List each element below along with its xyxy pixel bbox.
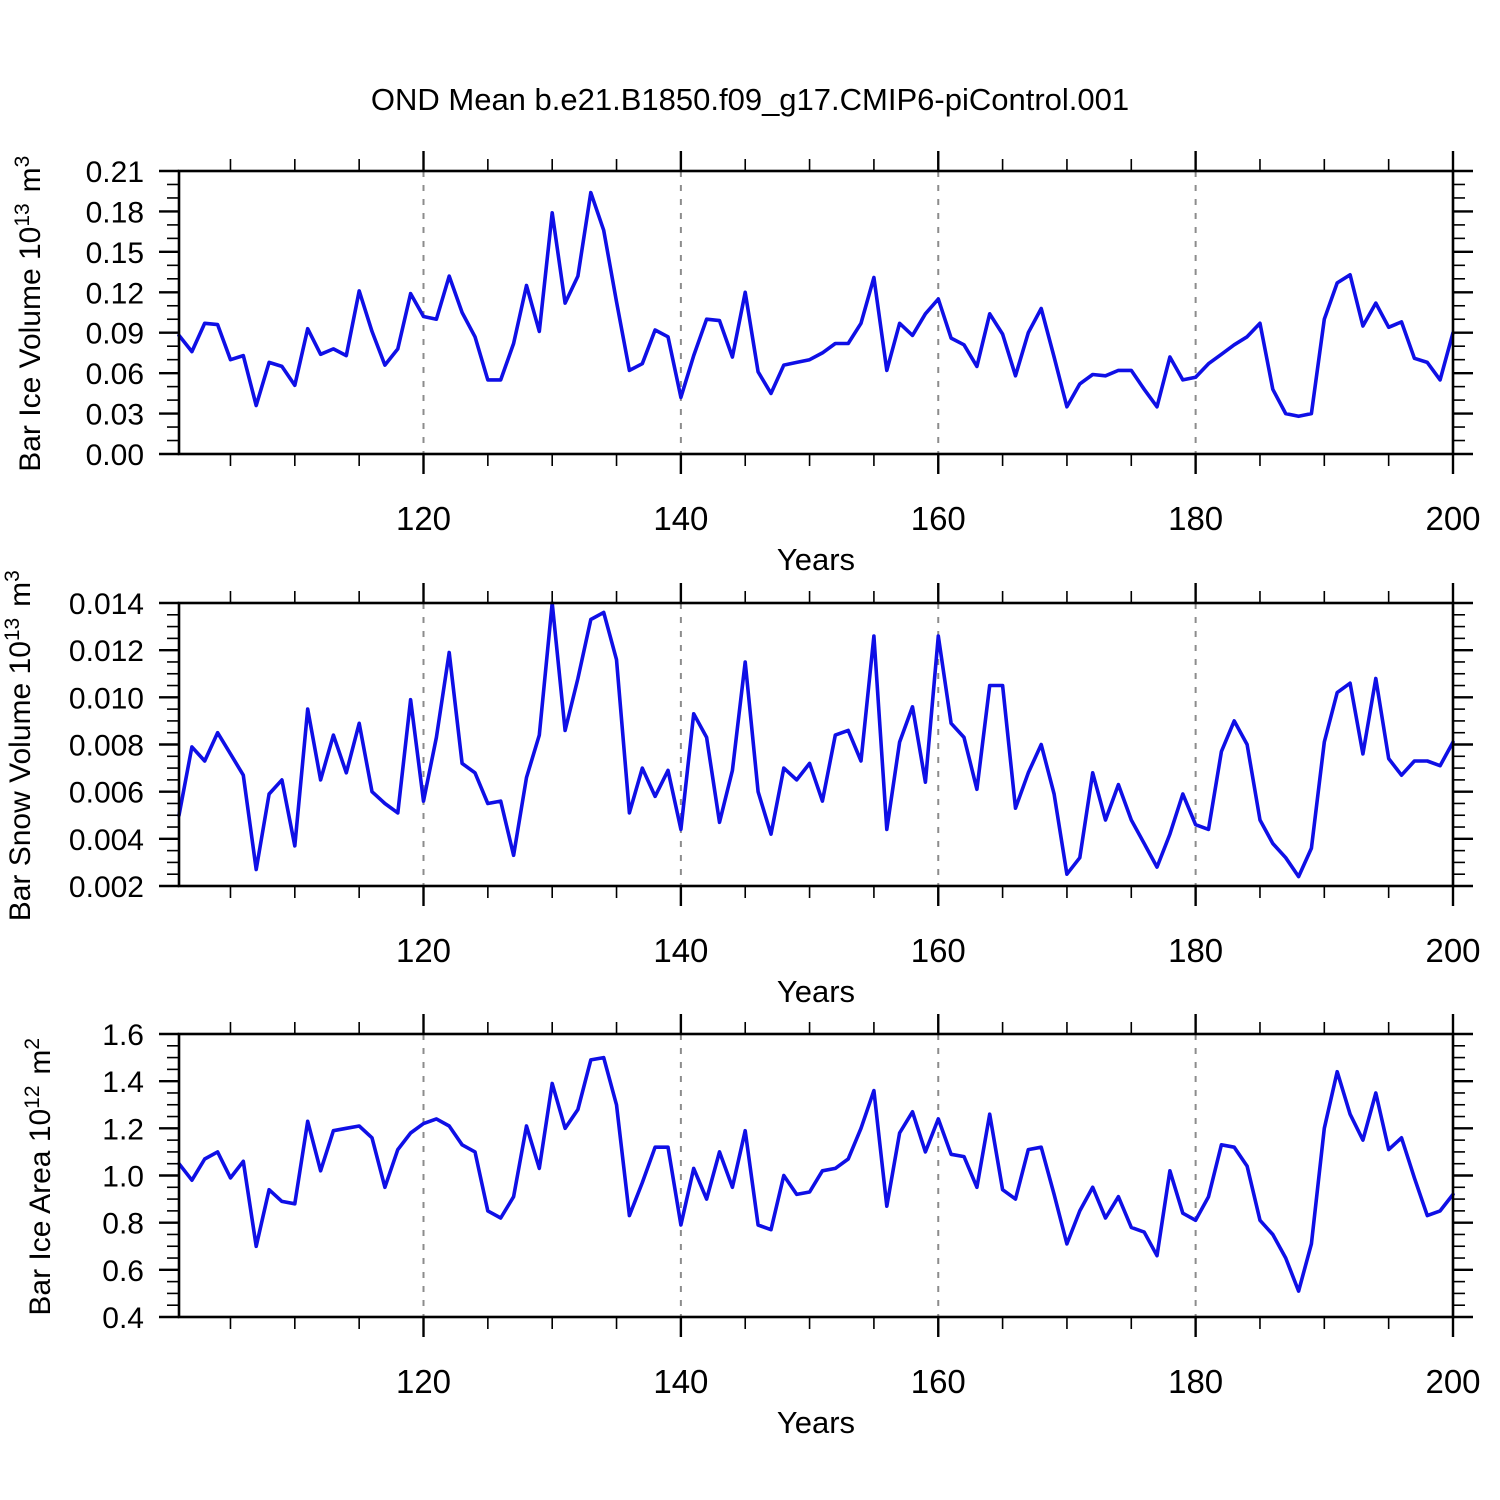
axis-frame — [177, 1032, 1455, 1319]
axis-frame — [177, 169, 1455, 456]
y-axis-label: Bar Snow Volume 1013 m3 — [1, 568, 37, 922]
x-axis-label: Years — [777, 1405, 855, 1440]
data-line-bar-ice-volume — [177, 190, 1455, 419]
y-tick-label: 1.2 — [102, 1113, 144, 1146]
y-tick-label: 1.4 — [102, 1066, 144, 1099]
x-axis-label: Years — [777, 974, 855, 1009]
y-tick-label: 0.00 — [86, 439, 144, 472]
y-tick-label: 1.0 — [102, 1161, 144, 1194]
x-tick-label: 200 — [1425, 932, 1480, 969]
axis-frame — [177, 601, 1455, 888]
y-tick-label: 0.012 — [69, 635, 144, 668]
x-axis-label: Years — [777, 542, 855, 577]
x-tick-label: 120 — [396, 1363, 451, 1400]
y-tick-label: 0.06 — [86, 358, 144, 391]
x-tick-label: 140 — [653, 932, 708, 969]
x-tick-label: 160 — [911, 932, 966, 969]
y-axis-label: Bar Ice Volume 1013 m3 — [11, 153, 47, 472]
y-tick-label: 0.4 — [102, 1302, 144, 1335]
y-tick-label: 0.006 — [69, 777, 144, 810]
x-tick-label: 180 — [1168, 1363, 1223, 1400]
x-tick-label: 160 — [911, 500, 966, 537]
y-axis-label: Bar Ice Area 1012 m2 — [21, 1035, 57, 1315]
x-tick-label: 140 — [653, 1363, 708, 1400]
y-tick-label: 0.002 — [69, 871, 144, 904]
x-tick-label: 120 — [396, 500, 451, 537]
y-tick-label: 0.8 — [102, 1208, 144, 1241]
y-tick-label: 0.03 — [86, 399, 144, 432]
y-tick-label: 0.18 — [86, 196, 144, 229]
panel-bar-snow-volume: 0.002 0.004 0.006 0.008 0.010 0.012 0.014 120 14… — [1, 568, 1481, 1009]
y-tick-label: 0.09 — [86, 318, 144, 351]
y-tick-label: 0.6 — [102, 1255, 144, 1288]
x-tick-label: 140 — [653, 500, 708, 537]
y-tick-label: 0.010 — [69, 682, 144, 715]
x-tick-label: 180 — [1168, 932, 1223, 969]
panel-bar-ice-area: 0.4 0.6 0.8 1.0 1.2 1.4 1.6 120 140 160 180 200 Year… — [21, 1014, 1481, 1440]
y-tick-label: 0.12 — [86, 277, 144, 310]
x-tick-label: 200 — [1425, 500, 1480, 537]
y-tick-label: 0.15 — [86, 237, 144, 270]
y-tick-label: 1.6 — [102, 1019, 144, 1052]
panel-bar-ice-volume: 0.00 0.03 0.06 0.09 0.12 0.15 0.18 0.21 120 140 16… — [11, 151, 1481, 577]
data-line-bar-snow-volume — [177, 601, 1455, 879]
y-tick-label: 0.21 — [86, 156, 144, 189]
y-tick-label: 0.004 — [69, 824, 144, 857]
y-tick-label: 0.014 — [69, 588, 144, 621]
x-tick-label: 160 — [911, 1363, 966, 1400]
x-tick-label: 180 — [1168, 500, 1223, 537]
x-tick-label: 200 — [1425, 1363, 1480, 1400]
chart-title: OND Mean b.e21.B1850.f09_g17.CMIP6-piCon… — [370, 82, 1130, 117]
y-tick-label: 0.008 — [69, 730, 144, 763]
x-tick-label: 120 — [396, 932, 451, 969]
data-line-bar-ice-area — [177, 1055, 1455, 1293]
